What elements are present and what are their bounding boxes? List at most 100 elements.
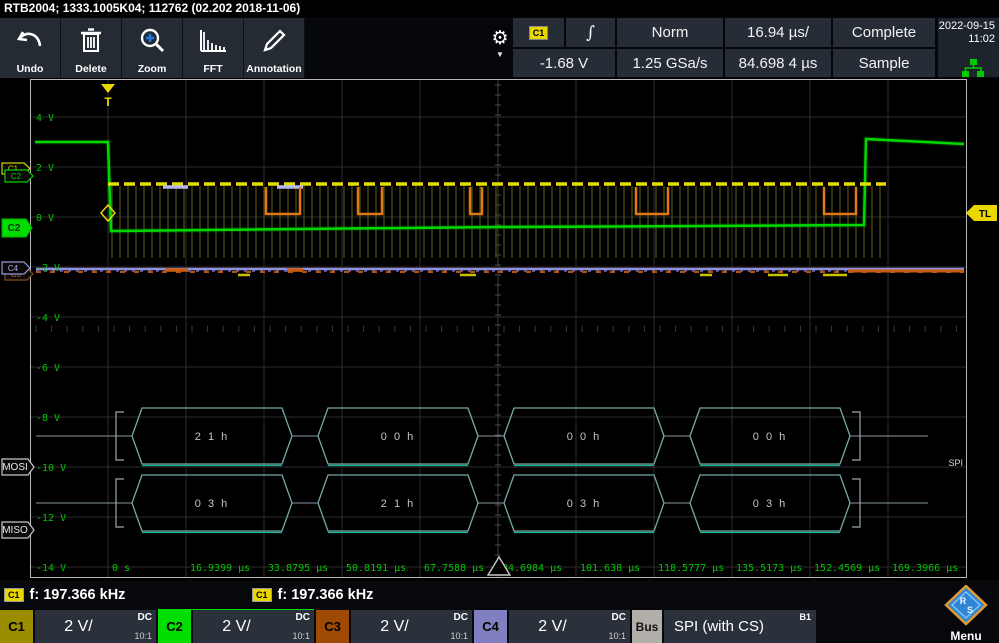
undo-button[interactable]: Undo [0, 18, 61, 78]
channel-c2-active-marker-label: C2 [8, 223, 21, 234]
bus-id-badge: B1 [799, 612, 811, 622]
coupling-label: DC [295, 612, 310, 623]
trigger-position-marker[interactable] [101, 84, 115, 93]
channel-c2-settings[interactable]: 2 V/DC 10:1 [193, 610, 314, 643]
probe-ratio-label: 10:1 [292, 631, 310, 641]
fft-button[interactable]: FFT [183, 18, 244, 78]
miso-frame-value: 0 3 h [567, 498, 601, 510]
voltage-label: -6 V [36, 363, 60, 374]
miso-close-bracket [852, 478, 861, 528]
time-label: 50.8191 µs [346, 563, 406, 574]
settings-gear-button[interactable]: ⚙ ▼ [487, 25, 513, 75]
mosi-close-bracket [852, 411, 861, 461]
channel-bar: C1 2 V/DC 10:1 C2 2 V/DC 10:1 C3 2 V/DC 10:1 C4 2 … [0, 609, 999, 643]
trigger-level-cell[interactable]: -1.68 V [513, 49, 615, 77]
zoom-button[interactable]: Zoom [122, 18, 183, 78]
voltage-label: 4 V [36, 113, 54, 124]
trigger-level-diamond[interactable] [100, 203, 116, 223]
voltage-label: -14 V [36, 563, 66, 574]
channel-c1-position-marker-label: C1 [8, 165, 19, 174]
miso-open-bracket [115, 478, 124, 528]
vertical-scale: 2 V/ [64, 617, 93, 635]
gear-icon: ⚙ [491, 27, 509, 49]
menu-button[interactable]: R S Menu [937, 584, 995, 643]
channel-c4-position-marker[interactable] [1, 261, 31, 275]
channel-c4-group[interactable]: C4 2 V/DC 10:1 [474, 610, 630, 643]
horizontal-position-cell[interactable]: 84.698 4 µs [725, 49, 831, 77]
channel-c2-ghost-marker-label: C2 [11, 172, 22, 181]
trigger-mode-cell[interactable]: Norm [617, 18, 723, 47]
mosi-frame [317, 407, 479, 465]
horizontal-reference-marker[interactable] [486, 555, 512, 576]
c3-low-pulse [468, 187, 484, 216]
channel-c4-position-marker-label: C4 [8, 264, 19, 273]
channel-c2-group[interactable]: C2 2 V/DC 10:1 [158, 609, 314, 643]
vertical-scale: 2 V/ [380, 617, 409, 635]
undo-icon [0, 18, 60, 63]
channel-c4-tab[interactable]: C4 [474, 610, 507, 643]
acquisition-status-cell[interactable]: Complete [833, 18, 935, 47]
mosi-line-marker-label: MOSI [2, 462, 28, 473]
channel-c3-settings[interactable]: 2 V/DC 10:1 [351, 610, 472, 643]
measurement-2-source-badge: C1 [252, 588, 272, 602]
channel-c1-settings[interactable]: 2 V/DC 10:1 [35, 610, 156, 643]
bus-tab[interactable]: Bus [632, 610, 662, 643]
channel-c2-ghost-marker[interactable] [4, 169, 34, 183]
miso-line-marker[interactable] [1, 521, 35, 539]
voltage-label: -2 V [36, 263, 60, 274]
miso-frame [503, 474, 665, 532]
c3-low-pulse [634, 187, 670, 216]
mosi-frame-value: 0 0 h [567, 431, 601, 443]
coupling-label: DC [137, 612, 152, 623]
voltage-label: -12 V [36, 513, 66, 524]
miso-frame-value: 2 1 h [381, 498, 415, 510]
time-label: 169.3966 µs [892, 563, 958, 574]
measurement-1-value: f: 197.366 kHz [29, 587, 126, 603]
channel-c4-settings[interactable]: 2 V/DC 10:1 [509, 610, 630, 643]
pencil-icon [244, 18, 304, 63]
fft-icon [183, 18, 243, 63]
miso-frame [131, 474, 293, 532]
time-label: 135.5173 µs [736, 563, 802, 574]
miso-frame [689, 474, 851, 532]
mosi-frame [503, 407, 665, 465]
c3-low-pulse [356, 187, 384, 216]
channel-c2-active-marker[interactable] [1, 218, 33, 238]
voltage-label: -4 V [36, 313, 60, 324]
time-label: 16.9399 µs [190, 563, 250, 574]
channel-c3-group[interactable]: C3 2 V/DC 10:1 [316, 610, 472, 643]
time-label: 101.638 µs [580, 563, 640, 574]
channel-c1-group[interactable]: C1 2 V/DC 10:1 [0, 610, 156, 643]
measurement-2: C1 f: 197.366 kHz [252, 585, 373, 605]
delete-button[interactable]: Delete [61, 18, 122, 78]
bus-panel[interactable]: SPI (with CS) B1 [664, 610, 816, 643]
time-label: 67.7588 µs [424, 563, 484, 574]
svg-text:R: R [960, 596, 967, 606]
vertical-scale: 2 V/ [222, 617, 251, 635]
device-title: RTB2004; 1333.1005K04; 112762 (02.202 20… [0, 0, 999, 17]
mosi-line-marker[interactable] [1, 458, 35, 476]
c3-low-pulse [822, 187, 858, 216]
channel-c2-tab[interactable]: C2 [158, 610, 191, 643]
trigger-slope-cell[interactable]: ∫ [566, 18, 615, 47]
channel-c1-tab[interactable]: C1 [0, 610, 33, 643]
channel-c3-tab[interactable]: C3 [316, 610, 349, 643]
svg-text:S: S [967, 605, 973, 615]
trigger-symbol: T [104, 95, 112, 109]
trigger-source-cell[interactable]: C1 [513, 18, 564, 47]
coupling-label: DC [453, 612, 468, 623]
timebase-cell[interactable]: 16.94 µs/ [725, 18, 831, 47]
probe-ratio-label: 10:1 [608, 631, 626, 641]
acquisition-mode-cell[interactable]: Sample [833, 49, 935, 77]
rs-logo-icon: R S [944, 584, 988, 626]
sample-rate-cell[interactable]: 1.25 GSa/s [617, 49, 723, 77]
probe-ratio-label: 10:1 [134, 631, 152, 641]
vertical-scale: 2 V/ [538, 617, 567, 635]
trigger-level-tag[interactable] [966, 205, 997, 221]
probe-ratio-label: 10:1 [450, 631, 468, 641]
mosi-frame-value: 0 0 h [381, 431, 415, 443]
annotation-button[interactable]: Annotation [244, 18, 305, 78]
measurement-2-value: f: 197.366 kHz [277, 587, 374, 603]
